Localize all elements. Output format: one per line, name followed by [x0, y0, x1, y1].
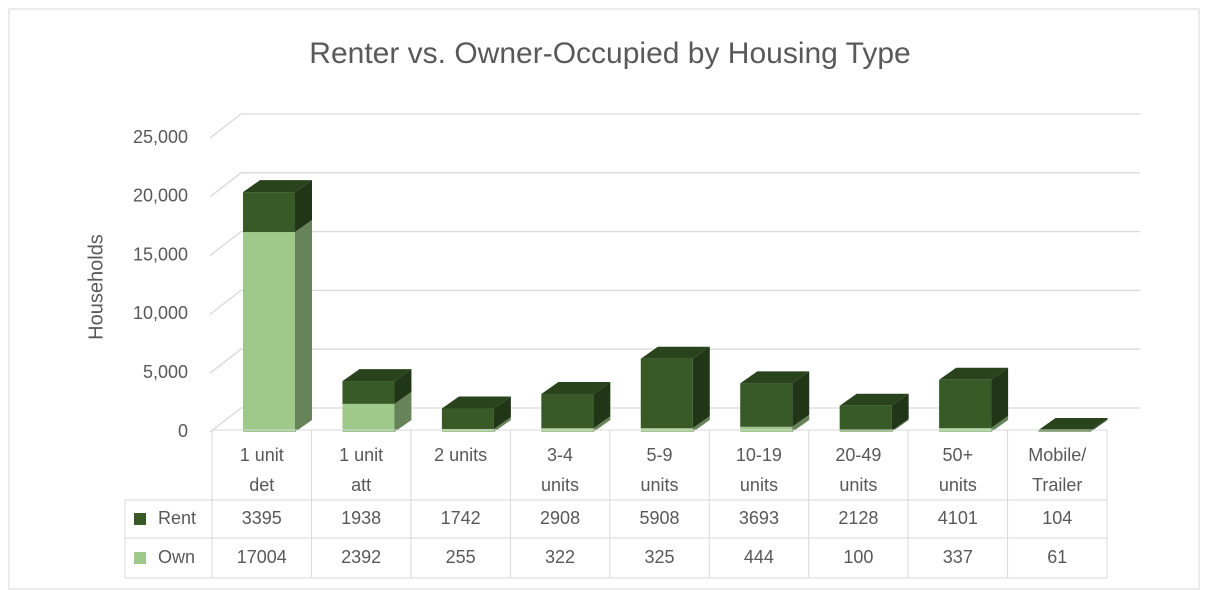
category-cell: 20-49 units: [835, 445, 882, 495]
data-table-value: 337: [943, 547, 973, 567]
data-table-value: 100: [843, 547, 873, 567]
chart-title: Renter vs. Owner-Occupied by Housing Typ…: [309, 37, 910, 70]
bar-segment: [740, 426, 793, 432]
data-table-value: 5908: [639, 508, 679, 528]
legend-label: Rent: [158, 508, 196, 528]
y-axis-label: Households: [85, 234, 107, 340]
bar-top: [939, 367, 1009, 380]
bar-segment: [640, 358, 693, 429]
bar-side: [991, 416, 1009, 432]
bar-side: [295, 180, 312, 233]
data-table-value: 1742: [441, 508, 481, 528]
y-tick-label: 0: [178, 421, 188, 441]
legend-key: [134, 513, 146, 525]
category-cell: 1 unit det: [239, 445, 284, 495]
bar-top: [740, 371, 810, 384]
data-table-value: 2392: [341, 547, 381, 567]
data-table-value: 17004: [237, 547, 287, 567]
x-tick-label: 3-4 units: [541, 445, 580, 495]
bar-segment: [342, 403, 395, 432]
category-cell: 2 units: [434, 445, 488, 465]
grid-line: [209, 113, 1140, 139]
x-tick-label: Mobile/Trailer: [1028, 445, 1087, 495]
data-table-value: 255: [446, 547, 476, 567]
bar-side: [692, 416, 710, 432]
grid-line: [209, 230, 1140, 257]
category-cell: Mobile/Trailer: [1028, 445, 1087, 495]
bar-segment: [839, 405, 892, 431]
bar-top: [441, 396, 511, 409]
bar-side: [891, 393, 909, 431]
bar-side: [692, 346, 710, 429]
data-table-value: 3395: [242, 508, 282, 528]
bar-segment: [1038, 431, 1091, 432]
bar-side: [394, 369, 412, 404]
bar-segment: [839, 430, 892, 432]
bar-top: [1038, 418, 1108, 431]
bar-side: [295, 220, 312, 432]
data-table-value: 444: [744, 547, 774, 567]
bar-side: [991, 367, 1009, 429]
bar-side: [1090, 419, 1108, 432]
legend-key: [134, 552, 146, 564]
data-table-value: 322: [545, 547, 575, 567]
bar-segment: [1038, 430, 1091, 432]
bar-top: [342, 369, 412, 382]
grid-line: [209, 172, 1140, 198]
data-table-value: 104: [1042, 508, 1072, 528]
y-tick-label: 20,000: [133, 186, 188, 206]
data-table-value: 1938: [341, 508, 381, 528]
category-cell: 50+ units: [938, 445, 977, 495]
grid-line: [209, 289, 1140, 315]
x-tick-label: 2 units: [434, 445, 488, 465]
category-cell: 1 unit att: [339, 445, 384, 495]
x-tick-label: 20-49 units: [835, 445, 882, 495]
bar-side: [493, 396, 511, 430]
bar-side: [792, 371, 810, 427]
bar-side: [1090, 418, 1108, 432]
y-tick-label: 15,000: [133, 244, 188, 264]
data-table-value: 2908: [540, 508, 580, 528]
y-tick-label: 5,000: [143, 362, 188, 382]
bar-side: [891, 418, 909, 432]
legend-label: Own: [158, 547, 195, 567]
bar-top: [541, 382, 611, 395]
data-table-value: 61: [1047, 547, 1067, 567]
bar-top: [640, 346, 710, 359]
x-tick-label: 1 unit att: [339, 445, 384, 495]
y-tick-label: 10,000: [133, 303, 188, 323]
x-tick-label: 1 unit det: [239, 445, 284, 495]
data-table-value: 4101: [938, 508, 978, 528]
chart-border: [8, 8, 1200, 590]
x-tick-label: 10-19 units: [735, 445, 782, 495]
category-cell: 5-9 units: [640, 445, 679, 495]
bar-side: [792, 414, 810, 432]
bar-top: [839, 393, 909, 406]
y-tick-label: 25,000: [133, 127, 188, 147]
data-table-value: 3693: [739, 508, 779, 528]
x-tick-label: 50+ units: [938, 445, 977, 495]
bar-segment: [342, 381, 395, 404]
bar-side: [394, 391, 412, 432]
category-cell: 3-4 units: [541, 445, 580, 495]
bar-segment: [243, 192, 295, 233]
bar-side: [593, 416, 611, 432]
bar-segment: [541, 394, 594, 429]
bar-side: [493, 417, 511, 432]
data-table-value: 325: [644, 547, 674, 567]
bar-segment: [939, 379, 992, 429]
category-cell: 10-19 units: [735, 445, 782, 495]
x-tick-label: 5-9 units: [640, 445, 679, 495]
bar-top: [243, 180, 312, 193]
bar-side: [593, 382, 611, 429]
bar-segment: [740, 383, 793, 427]
data-table-value: 2128: [838, 508, 878, 528]
grid-line: [209, 348, 1140, 374]
bar-segment: [441, 408, 494, 430]
bar-segment: [441, 429, 494, 432]
bar-segment: [243, 232, 295, 432]
